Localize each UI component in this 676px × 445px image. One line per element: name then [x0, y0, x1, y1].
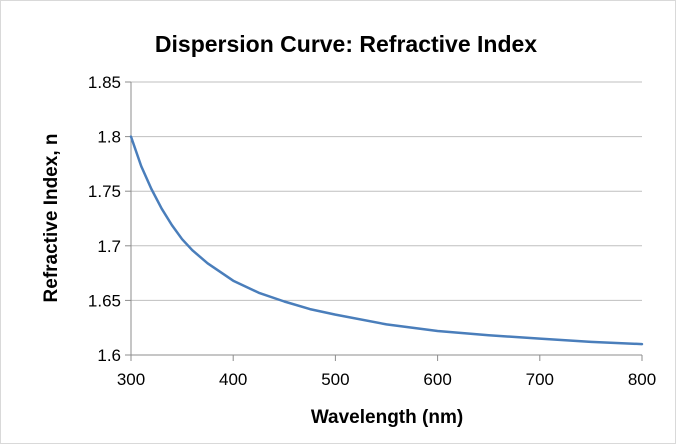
- x-tick-label-0: 300: [117, 370, 145, 389]
- axes: [125, 81, 643, 361]
- y-tick-label-0: 1.6: [97, 346, 121, 365]
- grid-lines: [131, 81, 642, 356]
- y-axis-title: Refractive Index, n: [41, 134, 62, 303]
- x-tick-label-4: 700: [526, 370, 554, 389]
- x-tick-label-2: 500: [321, 370, 349, 389]
- x-axis-title: Wavelength (nm): [311, 407, 463, 428]
- y-tick-label-3: 1.75: [88, 182, 121, 201]
- x-tick-label-1: 400: [219, 370, 247, 389]
- series-line-0: [129, 135, 644, 346]
- y-tick-label-5: 1.85: [88, 73, 121, 92]
- tick-labels: 1.6 1.65 1.7 1.75 1.8 1.85 300 400 500 600 700 800: [88, 73, 656, 389]
- y-tick-label-2: 1.7: [97, 237, 121, 256]
- x-tick-label-3: 600: [423, 370, 451, 389]
- y-tick-label-1: 1.65: [88, 291, 121, 310]
- chart-title: Dispersion Curve: Refractive Index: [155, 31, 537, 57]
- series-group: [129, 135, 644, 346]
- y-tick-label-4: 1.8: [97, 128, 121, 147]
- x-tick-label-5: 800: [628, 370, 656, 389]
